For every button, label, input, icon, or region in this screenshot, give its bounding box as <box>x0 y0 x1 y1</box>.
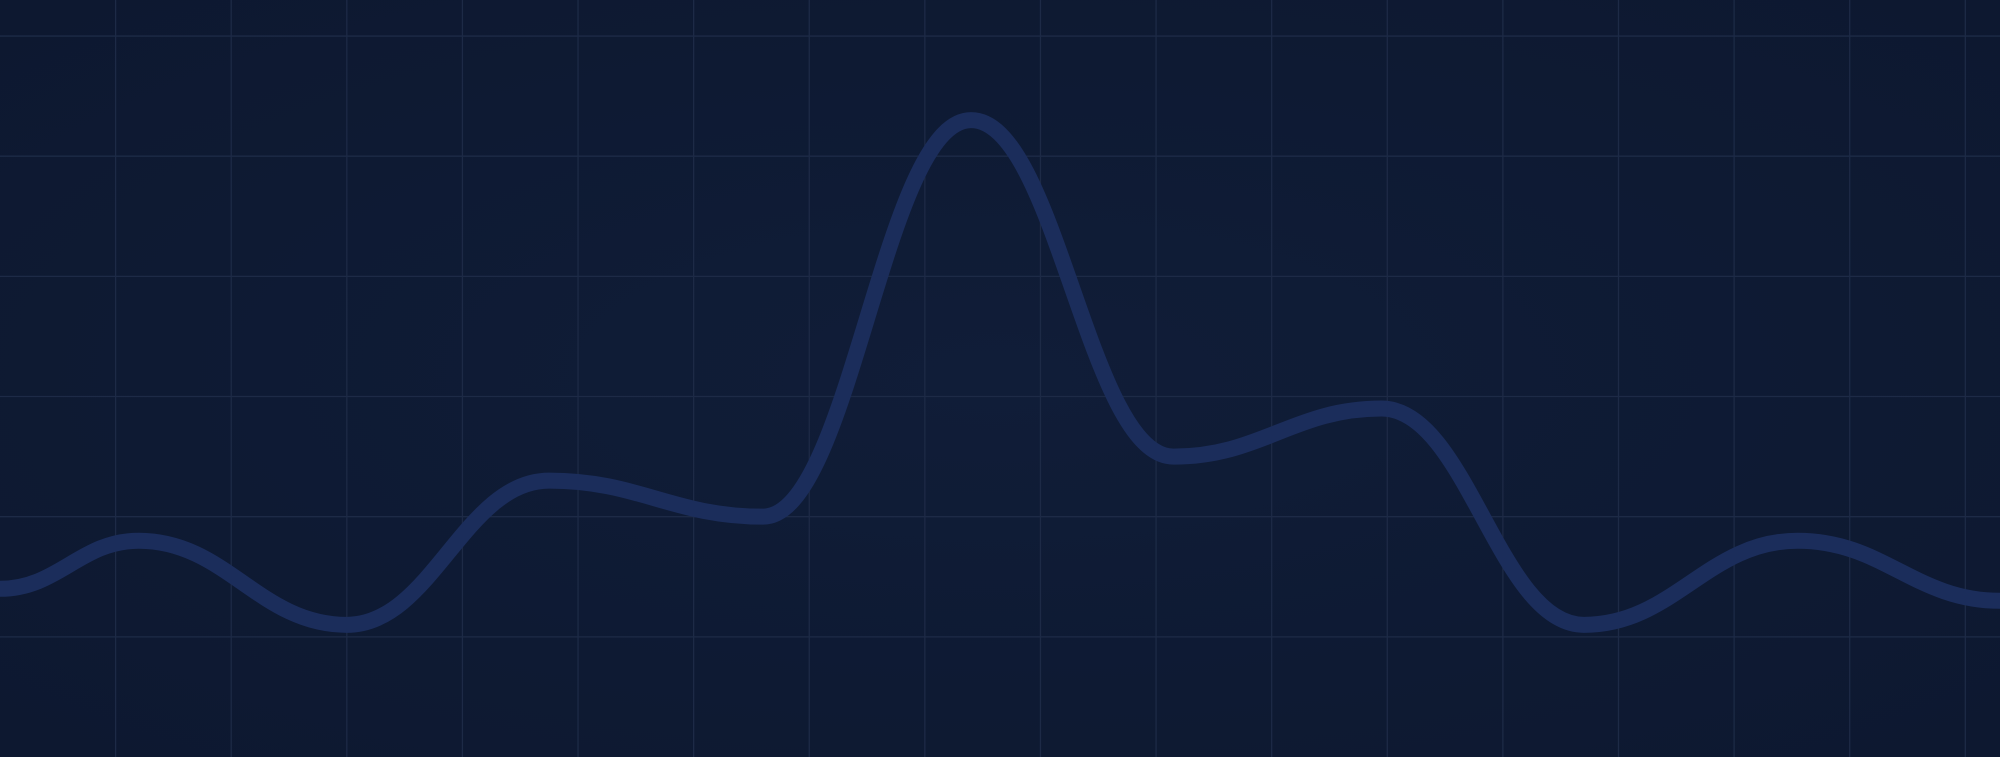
series-line <box>0 112 2000 633</box>
chart-series <box>0 112 2000 633</box>
